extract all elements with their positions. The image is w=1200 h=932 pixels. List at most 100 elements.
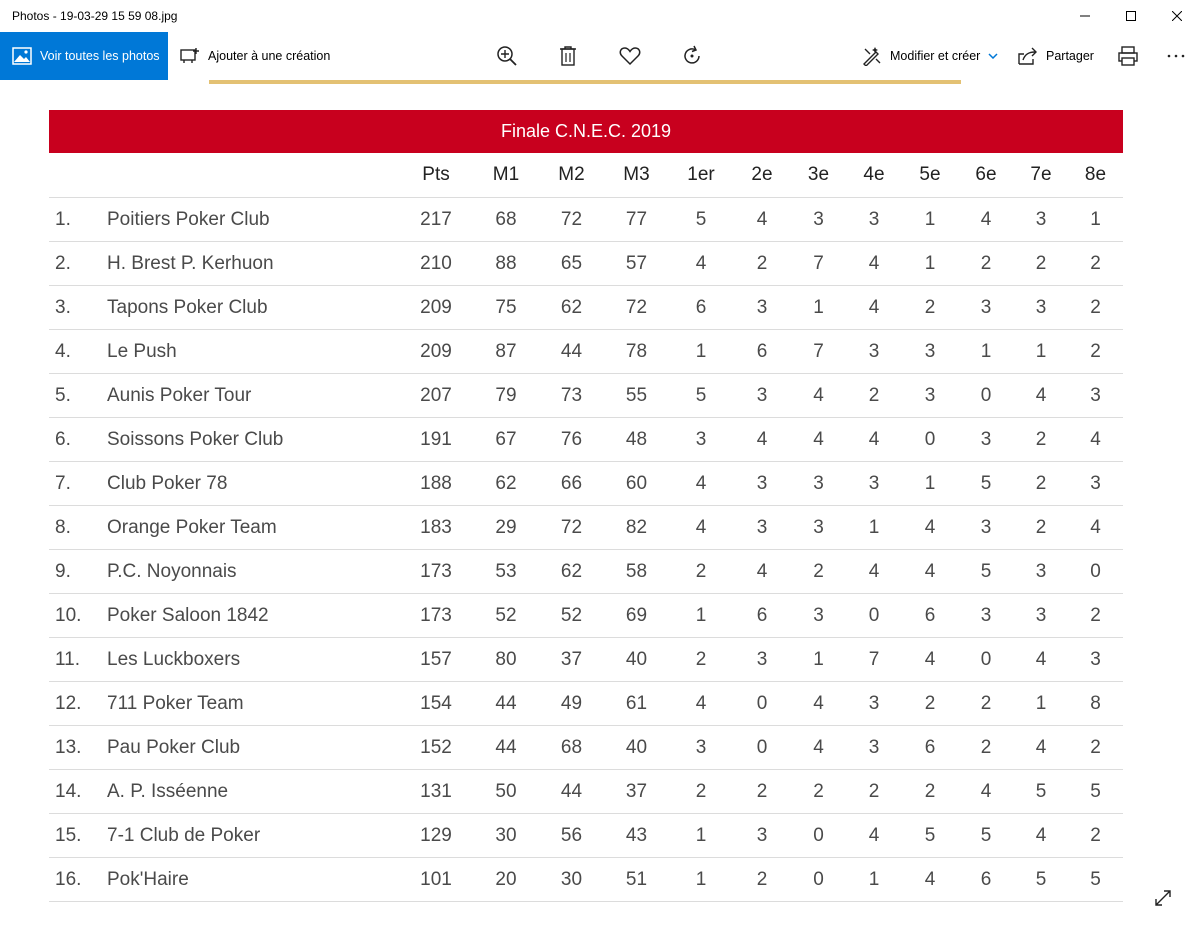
stat-cell: 4 [791, 417, 846, 462]
stat-cell: 173 [399, 593, 473, 638]
stat-cell: 78 [604, 329, 669, 374]
add-creation-icon [180, 47, 200, 65]
stat-cell: 62 [539, 285, 604, 330]
maximize-icon [1126, 11, 1136, 21]
add-to-creation-button[interactable]: Ajouter à une création [180, 32, 330, 80]
stat-cell: 2 [669, 769, 733, 814]
stat-cell: 4 [669, 241, 733, 286]
fullscreen-button[interactable] [1151, 886, 1175, 910]
stat-cell: 4 [669, 461, 733, 506]
stat-cell: 4 [1014, 813, 1068, 858]
table-row: 11. Les Luckboxers 157 80 37 40 2 3 1 7 4 0 4 3 [49, 637, 1123, 682]
stat-cell: 3 [1014, 549, 1068, 594]
team-name-cell: Les Luckboxers [107, 637, 399, 682]
stat-cell: 3 [791, 505, 846, 550]
stat-cell: 0 [733, 725, 791, 770]
stat-cell: 3 [791, 461, 846, 506]
stat-cell: 79 [473, 373, 539, 418]
stat-cell: 43 [604, 813, 669, 858]
stat-cell: 154 [399, 681, 473, 726]
stat-cell: 44 [539, 769, 604, 814]
stat-cell: 6 [902, 725, 958, 770]
favorite-button[interactable] [610, 32, 650, 80]
stat-cell: 3 [1014, 197, 1068, 242]
stat-cell: 2 [846, 373, 902, 418]
edit-create-button[interactable]: Modifier et créer [862, 32, 998, 80]
stat-cell: 209 [399, 329, 473, 374]
stat-cell: 53 [473, 549, 539, 594]
rank-cell: 9. [49, 549, 107, 594]
close-button[interactable] [1154, 0, 1200, 32]
stat-cell: 48 [604, 417, 669, 462]
column-header [49, 153, 107, 198]
column-header: 3e [791, 153, 846, 198]
maximize-button[interactable] [1108, 0, 1154, 32]
stat-cell: 2 [1014, 241, 1068, 286]
stat-cell: 3 [1014, 285, 1068, 330]
stat-cell: 3 [958, 285, 1014, 330]
stat-cell: 3 [1068, 637, 1123, 682]
view-all-photos-button[interactable]: Voir toutes les photos [0, 32, 168, 80]
stat-cell: 188 [399, 461, 473, 506]
stat-cell: 6 [902, 593, 958, 638]
window-title: Photos - 19-03-29 15 59 08.jpg [12, 9, 178, 23]
table-row: 7. Club Poker 78 188 62 66 60 4 3 3 3 1 5 2 3 [49, 461, 1123, 506]
rotate-button[interactable] [672, 32, 712, 80]
stat-cell: 4 [958, 769, 1014, 814]
column-header: M2 [539, 153, 604, 198]
minimize-button[interactable] [1062, 0, 1108, 32]
stat-cell: 80 [473, 637, 539, 682]
stat-cell: 49 [539, 681, 604, 726]
column-header: 6e [958, 153, 1014, 198]
stat-cell: 77 [604, 197, 669, 242]
stat-cell: 5 [669, 197, 733, 242]
stat-cell: 3 [733, 461, 791, 506]
stat-cell: 2 [733, 241, 791, 286]
stat-cell: 30 [473, 813, 539, 858]
image-top-edge [209, 80, 961, 84]
table-row: 1. Poitiers Poker Club 217 68 72 77 5 4 3 3 1 4 3 1 [49, 197, 1123, 242]
share-button[interactable]: Partager [1018, 32, 1094, 80]
stat-cell: 2 [1014, 417, 1068, 462]
more-options-button[interactable] [1156, 32, 1196, 80]
stat-cell: 87 [473, 329, 539, 374]
print-button[interactable] [1108, 32, 1148, 80]
table-row: 4. Le Push 209 87 44 78 1 6 7 3 3 1 1 2 [49, 329, 1123, 374]
stat-cell: 4 [902, 505, 958, 550]
toolbar: Voir toutes les photos Ajouter à une cré… [0, 32, 1200, 80]
stat-cell: 4 [1014, 725, 1068, 770]
stat-cell: 4 [1068, 505, 1123, 550]
delete-button[interactable] [548, 32, 588, 80]
stat-cell: 2 [902, 681, 958, 726]
stat-cell: 3 [846, 681, 902, 726]
stat-cell: 3 [902, 373, 958, 418]
zoom-in-button[interactable] [487, 32, 527, 80]
stat-cell: 3 [733, 813, 791, 858]
results-table-container: Finale C.N.E.C. 2019 Pts M1 M2 M3 1er 2e 3e 4e 5… [49, 110, 1123, 902]
table-row: 16. Pok'Haire 101 20 30 51 1 2 0 1 4 6 5 5 [49, 857, 1123, 902]
stat-cell: 1 [958, 329, 1014, 374]
stat-cell: 5 [958, 461, 1014, 506]
table-row: 9. P.C. Noyonnais 173 53 62 58 2 4 2 4 4 5 3 0 [49, 549, 1123, 594]
column-header: 5e [902, 153, 958, 198]
table-header-row: Pts M1 M2 M3 1er 2e 3e 4e 5e 6e 7e 8e [49, 153, 1123, 198]
team-name-cell: 711 Poker Team [107, 681, 399, 726]
stat-cell: 3 [846, 197, 902, 242]
team-name-cell: Aunis Poker Tour [107, 373, 399, 418]
edit-create-icon [862, 46, 882, 66]
table-row: 3. Tapons Poker Club 209 75 62 72 6 3 1 4 2 3 3 2 [49, 285, 1123, 330]
stat-cell: 2 [846, 769, 902, 814]
stat-cell: 68 [473, 197, 539, 242]
stat-cell: 44 [473, 681, 539, 726]
stat-cell: 40 [604, 725, 669, 770]
table-body: 1. Poitiers Poker Club 217 68 72 77 5 4 3 3 1 4 3 1 2.… [49, 197, 1123, 902]
stat-cell: 2 [958, 241, 1014, 286]
stat-cell: 1 [1014, 329, 1068, 374]
stat-cell: 75 [473, 285, 539, 330]
stat-cell: 3 [791, 197, 846, 242]
table-row: 10. Poker Saloon 1842 173 52 52 69 1 6 3 0 6 3 3 2 [49, 593, 1123, 638]
stat-cell: 4 [791, 725, 846, 770]
stat-cell: 62 [473, 461, 539, 506]
stat-cell: 62 [539, 549, 604, 594]
stat-cell: 210 [399, 241, 473, 286]
